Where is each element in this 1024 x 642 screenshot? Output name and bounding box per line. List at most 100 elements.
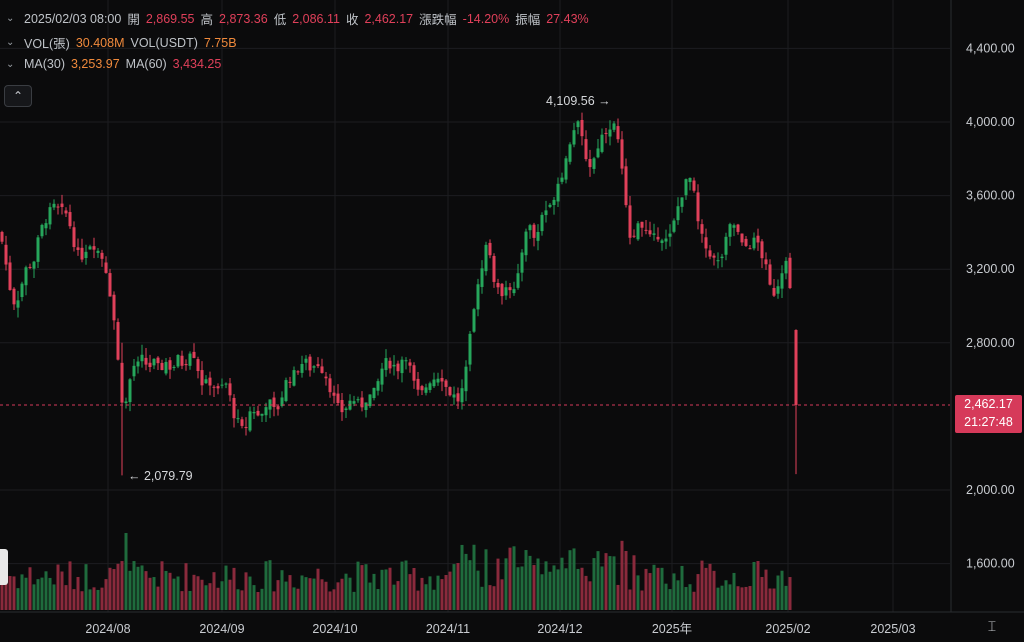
open-label: 開 [127,13,140,27]
volume-bar [240,590,244,610]
volume-bar [236,589,240,610]
candle-body [488,242,492,256]
candle-body [364,402,368,411]
volume-bar [560,557,564,610]
volume-bar [448,571,452,610]
ma60-label: MA(60) [125,57,167,71]
candle-body [172,366,176,368]
volume-bar [376,589,380,610]
candle-body [460,388,464,403]
volume-bar [700,560,704,610]
open-value: 2,869.55 [145,11,195,26]
volume-bar [100,587,104,610]
candle-body [664,238,668,242]
volume-bar [708,563,712,610]
x-tick-label: 2024/11 [426,622,470,636]
candle-body [644,229,648,231]
volume-bar [528,555,532,610]
volume-bar [336,582,340,610]
volume-bar [488,585,492,610]
candle-body [244,427,248,429]
volume-bar [0,577,4,610]
volume-bar [380,569,384,610]
volume-bar [404,560,408,610]
volume-bar [588,581,592,610]
candle-body [776,286,780,294]
candle-body [408,362,412,366]
volume-bar [352,591,356,610]
candle-body [380,368,384,385]
volume-bar [164,570,168,610]
volume-bar [140,565,144,610]
volume-bar [752,562,756,610]
candle-body [504,287,508,296]
chevron-down-icon[interactable]: ⌄ [6,58,15,70]
candle-body [452,394,456,398]
candle-body [352,401,356,404]
candle-body [128,379,132,403]
candle-body [292,370,296,386]
low-label: 低 [273,13,287,27]
candle-body [368,394,372,407]
volume-bar [744,586,748,610]
candle-body [36,237,40,262]
candle-body [252,412,256,414]
candle-body [184,364,188,366]
volume-bar [200,579,204,610]
volume-bar [384,569,388,610]
candle-body [320,366,324,373]
axis-settings-icon[interactable]: ⌶ [987,618,997,634]
volume-bar [504,558,508,610]
candle-body [372,387,376,399]
panel-resize-handle[interactable] [0,549,8,585]
vol-value: 30.408M [75,35,125,50]
candle-body [304,358,308,363]
chevron-down-icon[interactable]: ⌄ [6,13,15,24]
volume-bar [564,568,568,610]
candle-body [140,354,144,362]
volume-bar [556,569,560,610]
volume-bar [720,585,724,610]
candle-body [32,261,36,269]
volume-legend: ⌄ VOL(張) 30.408M VOL(USDT) 7.75B [6,33,237,52]
candle-body [228,383,232,396]
candle-body [336,393,340,403]
volume-bar [92,587,96,610]
volume-bar [468,560,472,610]
volume-bar [28,567,32,610]
candle-body [176,355,180,367]
chevron-down-icon[interactable]: ⌄ [6,37,15,48]
volume-bar [444,575,448,610]
volume-bar [596,551,600,610]
volume-bar [208,583,212,610]
volume-bar [148,577,152,610]
candle-body [308,356,312,371]
volume-bar [788,577,792,610]
candle-body [40,224,44,237]
candle-body [188,353,192,366]
candle-body [764,259,768,265]
candle-body [260,413,264,416]
high-value: 2,873.36 [219,11,268,26]
volume-bar [400,561,404,610]
candle-body [540,214,544,232]
max-price-label: 4,109.56 → [546,94,611,108]
volume-bar [328,591,332,610]
candle-body [524,231,528,256]
volume-bar [152,577,156,610]
volume-bar [656,567,660,610]
candle-body [636,223,640,240]
volume-bar [96,589,100,610]
candle-body [592,158,596,169]
collapse-legend-button[interactable]: ⌃ [4,85,32,107]
candle-body [580,119,584,137]
candle-body [216,386,220,389]
candle-body [388,360,392,369]
candle-body [92,246,96,250]
candle-body [108,273,112,297]
volume-bar [604,553,608,610]
candle-body [384,358,388,371]
candle-body [748,248,752,250]
